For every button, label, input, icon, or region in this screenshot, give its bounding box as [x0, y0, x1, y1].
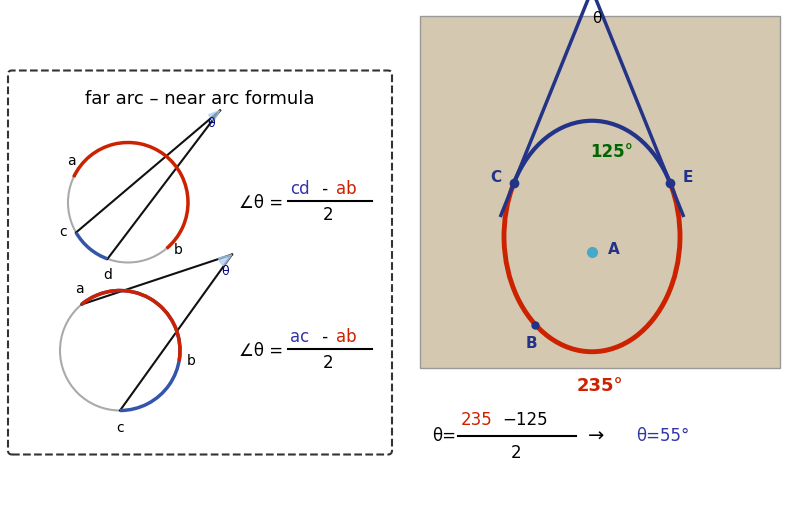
- Text: θ: θ: [592, 11, 602, 26]
- Text: c: c: [60, 226, 67, 239]
- Text: -: -: [317, 328, 333, 345]
- Text: a: a: [67, 154, 76, 169]
- Text: 235°: 235°: [577, 377, 623, 395]
- Text: θ=: θ=: [432, 427, 456, 445]
- Text: ac: ac: [290, 328, 310, 345]
- Text: ∠θ =: ∠θ =: [238, 194, 288, 212]
- Text: θ: θ: [207, 117, 215, 130]
- Text: ab: ab: [336, 180, 357, 197]
- Text: b: b: [174, 244, 182, 257]
- Text: 2: 2: [322, 354, 334, 372]
- Text: 2: 2: [322, 206, 334, 224]
- Text: ab: ab: [336, 328, 357, 345]
- Text: -: -: [317, 180, 333, 197]
- Text: −125: −125: [502, 411, 548, 429]
- Text: 125°: 125°: [590, 143, 634, 161]
- Text: θ=55°: θ=55°: [636, 427, 690, 445]
- Text: E: E: [683, 170, 694, 185]
- Text: C: C: [490, 170, 502, 185]
- Text: c: c: [116, 421, 124, 435]
- Text: θ: θ: [221, 265, 229, 278]
- Wedge shape: [209, 110, 220, 121]
- Text: B: B: [526, 335, 538, 351]
- Text: 235: 235: [461, 411, 493, 429]
- Text: 2: 2: [510, 444, 522, 462]
- Text: d: d: [103, 268, 112, 282]
- Text: b: b: [187, 354, 196, 368]
- Text: ∠θ =: ∠θ =: [238, 341, 288, 360]
- Wedge shape: [218, 255, 232, 266]
- Text: →: →: [588, 426, 604, 445]
- FancyBboxPatch shape: [420, 16, 780, 367]
- Text: a: a: [75, 282, 84, 296]
- Text: A: A: [608, 242, 620, 257]
- Text: cd: cd: [290, 180, 310, 197]
- Text: far arc – near arc formula: far arc – near arc formula: [86, 90, 314, 109]
